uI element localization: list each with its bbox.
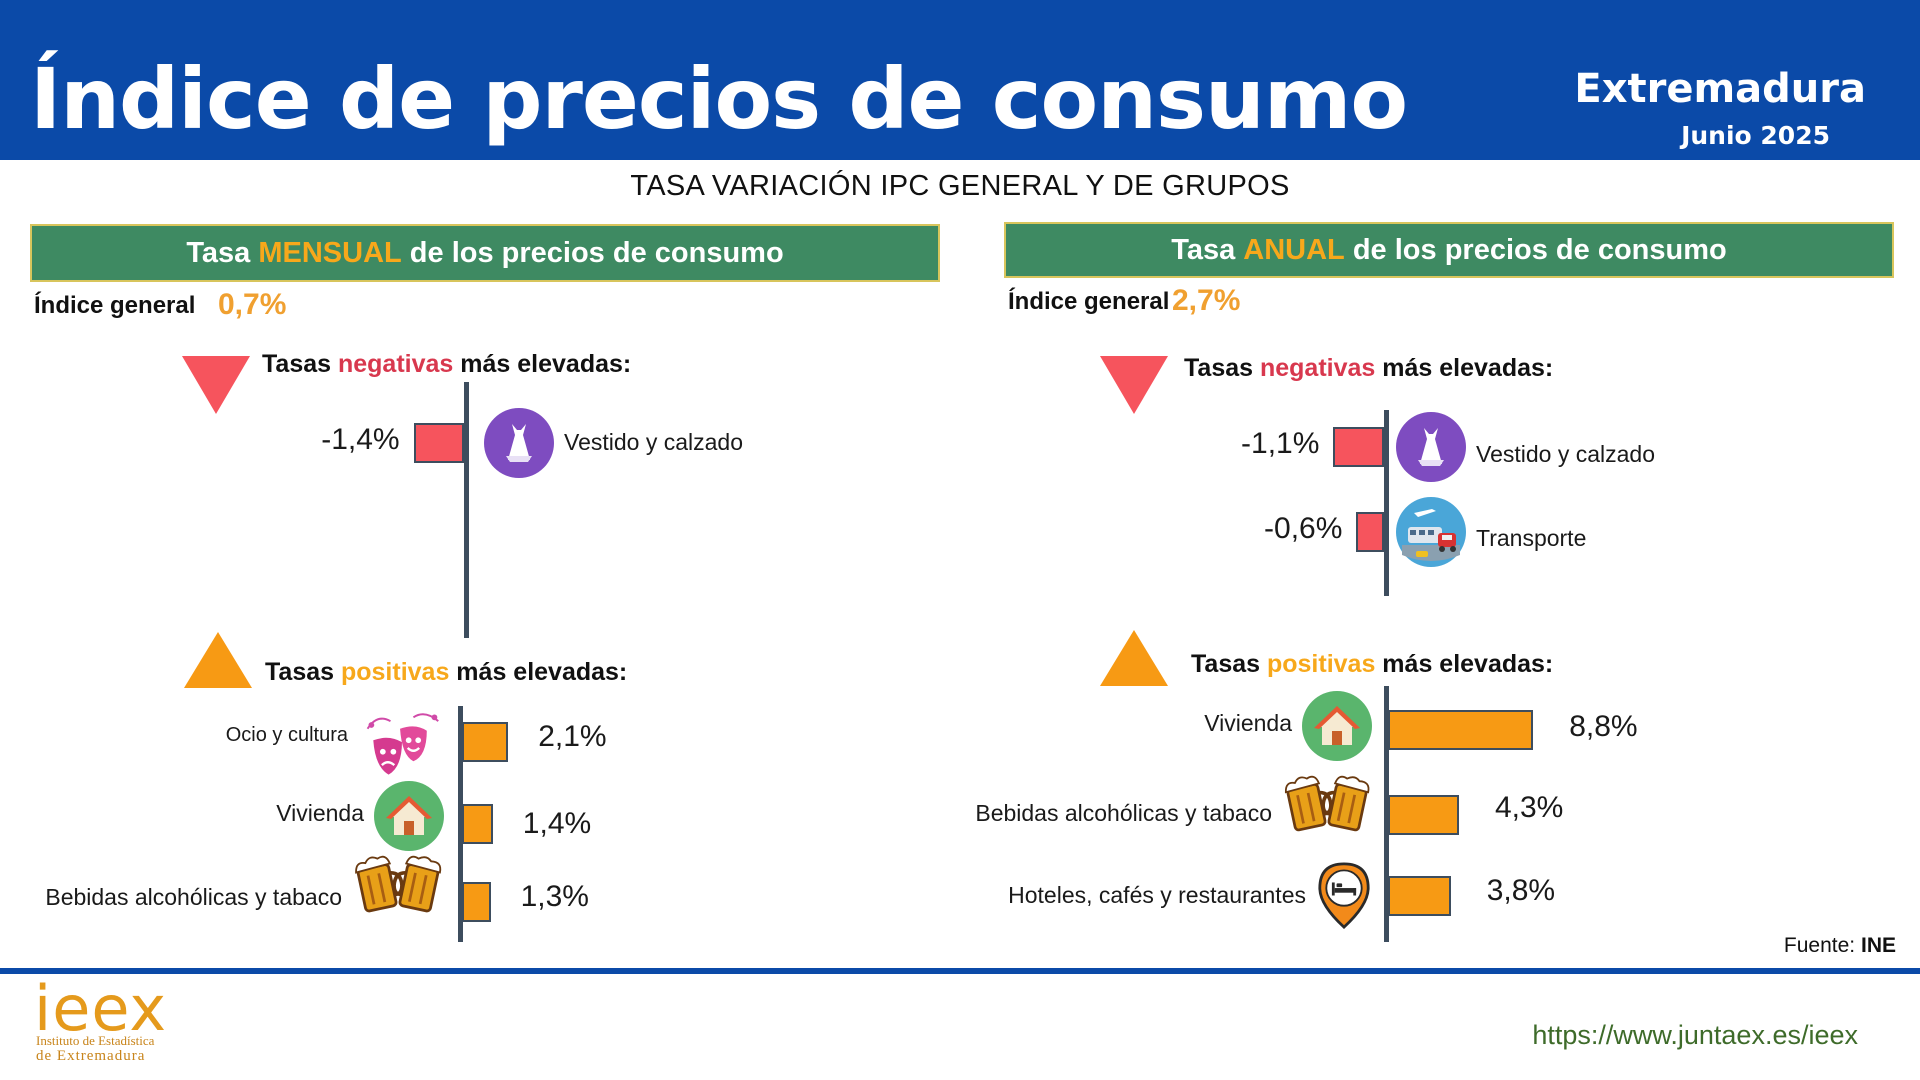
monthly-header-highlight: MENSUAL (258, 236, 402, 269)
monthly-pos-title-hl: positivas (340, 658, 450, 686)
region-label: Extremadura (1574, 66, 1866, 112)
category-label: Bebidas alcohólicas y tabaco (45, 884, 342, 910)
bar-beer-mugs (1388, 795, 1459, 835)
dress-icon (1396, 412, 1466, 487)
theatre-masks-icon (358, 703, 444, 794)
value-label: -1,4% (321, 423, 400, 456)
annual-header-pre: Tasa (1171, 233, 1236, 266)
annual-panel-header: Tasa ANUAL de los precios de consumo (1004, 222, 1894, 278)
bar-dress (413, 423, 464, 463)
house-icon (1302, 691, 1372, 766)
monthly-neg-title-post: más elevadas: (453, 350, 632, 378)
value-label: 1,3% (520, 880, 589, 913)
date-label: Junio 2025 (1681, 121, 1830, 150)
monthly-header-pre: Tasa (186, 236, 251, 269)
value-label: -0,6% (1264, 512, 1343, 545)
positive-up-triangle-icon (184, 632, 252, 688)
bar-dress (1333, 427, 1384, 467)
category-label: Vestido y calzado (564, 429, 744, 455)
monthly-negative-title: Tasas negativas más elevadas: (262, 350, 631, 379)
category-label: Vivienda (276, 800, 364, 826)
source-label: Fuente: (1783, 934, 1861, 957)
monthly-general-label: Índice general (34, 292, 196, 319)
hotel-pin-icon (1316, 862, 1372, 934)
annual-header-highlight: ANUAL (1243, 233, 1345, 266)
value-label: 1,4% (522, 807, 592, 840)
annual-negative-title: Tasas negativas más elevadas: (1184, 354, 1553, 383)
annual-negative-axis (1384, 410, 1389, 596)
monthly-neg-title-pre: Tasas (262, 350, 338, 378)
bar-beer-mugs (462, 882, 491, 922)
category-label: Bebidas alcohólicas y tabaco (975, 800, 1272, 826)
logo-line-1: Instituto de Estadística (36, 1033, 155, 1048)
bar-hotel-pin (1388, 876, 1451, 916)
ieex-logo: ieex (34, 972, 168, 1045)
beer-mugs-icon (352, 850, 444, 921)
dress-icon (484, 408, 554, 483)
bar-house (462, 804, 493, 844)
monthly-pos-title-post: más elevadas: (449, 658, 628, 686)
value-label: 2,1% (538, 720, 607, 753)
monthly-positive-axis (458, 706, 463, 942)
logo-line-2: de Extremadura (36, 1048, 146, 1064)
annual-positive-up-triangle-icon (1100, 630, 1168, 686)
annual-positive-title: Tasas positivas más elevadas: (1191, 650, 1553, 679)
footer-url-link[interactable]: https://www.juntaex.es/ieex (1532, 1020, 1858, 1050)
category-label: Ocio y cultura (225, 724, 348, 746)
category-label: Transporte (1476, 525, 1587, 551)
beer-mugs-icon (1282, 770, 1372, 840)
bar-house (1388, 710, 1534, 750)
monthly-pos-title-pre: Tasas (265, 658, 341, 686)
value-label: 3,8% (1486, 874, 1556, 907)
annual-pos-title-hl: positivas (1266, 650, 1376, 678)
annual-pos-title-pre: Tasas (1191, 650, 1267, 678)
header-bar: Índice de precios de consumo Extremadura… (0, 0, 1920, 160)
annual-pos-title-post: más elevadas: (1375, 650, 1554, 678)
annual-neg-title-hl: negativas (1259, 354, 1376, 382)
bar-theatre-masks (462, 722, 509, 762)
source-note: Fuente: INE (1784, 934, 1896, 958)
house-icon (374, 781, 444, 856)
chart-subtitle: TASA VARIACIÓN IPC GENERAL Y DE GRUPOS (630, 170, 1290, 202)
negative-down-triangle-icon (182, 356, 250, 414)
annual-neg-title-pre: Tasas (1184, 354, 1260, 382)
monthly-neg-title-hl: negativas (337, 350, 454, 378)
annual-header-post: de los precios de consumo (1352, 233, 1727, 266)
monthly-positive-title: Tasas positivas más elevadas: (265, 658, 627, 687)
source-value: INE (1860, 934, 1896, 957)
value-label: -1,1% (1241, 427, 1320, 460)
bar-transport (1356, 512, 1384, 552)
transport-icon (1396, 497, 1466, 572)
monthly-panel-header: Tasa MENSUAL de los precios de consumo (30, 224, 940, 282)
annual-general-label: Índice general (1008, 288, 1170, 315)
annual-neg-title-post: más elevadas: (1375, 354, 1554, 382)
category-label: Vestido y calzado (1476, 441, 1656, 467)
footer-rule (0, 968, 1920, 974)
annual-positive-axis (1384, 686, 1389, 942)
annual-negative-down-triangle-icon (1100, 356, 1168, 414)
category-label: Vivienda (1204, 710, 1292, 736)
value-label: 4,3% (1494, 791, 1564, 824)
monthly-negative-axis (464, 382, 469, 638)
monthly-general-value: 0,7% (218, 288, 287, 321)
monthly-header-post: de los precios de consumo (409, 236, 784, 269)
value-label: 8,8% (1569, 710, 1638, 743)
annual-general-value: 2,7% (1172, 284, 1241, 317)
category-label: Hoteles, cafés y restaurantes (1008, 882, 1306, 908)
page-title: Índice de precios de consumo (30, 50, 1408, 148)
